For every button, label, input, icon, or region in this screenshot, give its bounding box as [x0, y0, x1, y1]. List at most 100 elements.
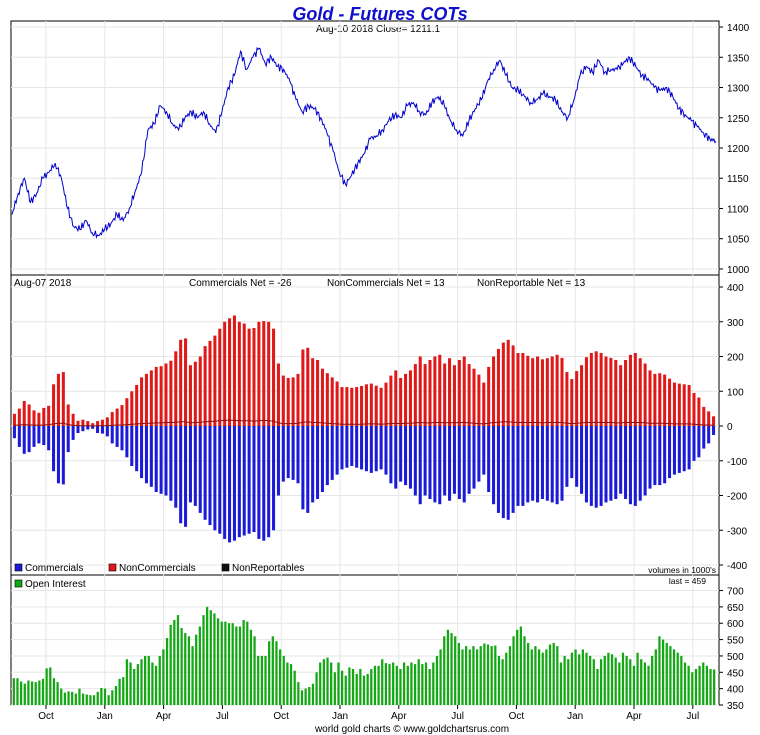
- commercials-bar: [135, 426, 139, 472]
- legend-open-interest-label: Open Interest: [25, 579, 86, 590]
- open-interest-bar: [548, 644, 552, 705]
- noncommercials-bar: [531, 358, 535, 426]
- open-interest-bar: [209, 610, 212, 705]
- open-interest-bar: [253, 636, 256, 705]
- noncommercials-bar: [267, 321, 271, 427]
- commercials-bar: [599, 426, 603, 506]
- noncommercials-bar: [223, 321, 227, 427]
- open-interest-bar: [578, 654, 581, 705]
- price-y-tick-label: 1300: [727, 84, 750, 95]
- commercials-bar: [428, 426, 432, 499]
- commercials-bar: [350, 426, 354, 466]
- cot-y-tick-label: -400: [727, 561, 747, 572]
- noncommercials-bar: [560, 357, 564, 426]
- cot-y-tick-label: -100: [727, 457, 747, 468]
- noncommercials-bar: [712, 416, 716, 426]
- commercials-bar: [624, 426, 628, 499]
- commercials-bar: [550, 426, 554, 503]
- open-interest-bar: [12, 678, 15, 705]
- price-y-tick-label: 1150: [727, 174, 749, 185]
- open-interest-bar: [574, 649, 577, 705]
- open-interest-bar: [465, 646, 468, 705]
- noncommercials-bar: [506, 339, 510, 426]
- noncommercials-bar: [511, 345, 515, 426]
- open-interest-bar: [421, 664, 424, 705]
- open-interest-bar: [348, 667, 351, 705]
- open-interest-bar: [333, 672, 336, 705]
- price-y-tick-label: 1350: [727, 53, 750, 64]
- noncommercials-bar: [61, 372, 65, 426]
- commercials-bar: [325, 426, 329, 486]
- commercials-bar: [614, 426, 618, 499]
- open-interest-bar: [74, 693, 77, 705]
- open-interest-bar: [144, 655, 147, 705]
- noncommercials-bar: [27, 404, 31, 426]
- open-interest-bar: [632, 665, 636, 705]
- commercials-bar: [320, 426, 324, 492]
- commercials-bar: [17, 426, 21, 447]
- noncommercials-bar: [604, 356, 608, 426]
- commercials-bar: [389, 426, 393, 484]
- commercials-bar: [12, 426, 16, 439]
- commercials-bar: [379, 426, 383, 470]
- open-interest-bar: [125, 659, 129, 705]
- open-interest-bar: [191, 646, 194, 705]
- open-interest-bar: [614, 657, 617, 705]
- open-interest-bar: [468, 649, 471, 705]
- open-interest-bar: [52, 678, 56, 705]
- open-interest-bar: [592, 659, 595, 705]
- open-interest-bar: [625, 655, 628, 705]
- open-interest-bar: [479, 646, 482, 705]
- open-interest-bar: [570, 652, 574, 705]
- noncommercials-bar: [276, 363, 280, 426]
- open-interest-bar: [691, 672, 694, 705]
- open-interest-bar: [497, 655, 501, 705]
- open-interest-bar: [308, 687, 311, 705]
- open-interest-bar: [472, 646, 475, 705]
- commercials-bar: [487, 426, 491, 492]
- open-interest-bar: [289, 664, 293, 705]
- commercials-bar: [159, 426, 163, 494]
- open-interest-bar: [206, 606, 209, 705]
- open-interest-bar: [27, 680, 30, 705]
- open-interest-bar: [417, 659, 420, 705]
- noncommercials-bar: [125, 398, 129, 426]
- gridlines: [11, 21, 719, 706]
- open-interest-bar: [512, 636, 515, 705]
- open-interest-bar: [508, 646, 512, 705]
- open-interest-bar: [439, 649, 442, 705]
- commercials-bar: [589, 426, 593, 506]
- open-interest-bar: [523, 636, 526, 705]
- open-interest-bar: [599, 659, 603, 705]
- cot-y-tick-label: -200: [727, 492, 747, 503]
- commercials-bar: [496, 426, 500, 513]
- commercials-bar: [301, 426, 305, 510]
- commercials-bar: [91, 426, 95, 429]
- noncommercials-bar: [404, 373, 408, 426]
- noncommercials-bar: [638, 358, 642, 426]
- commercials-bar: [672, 426, 676, 475]
- open-interest-bar: [581, 649, 584, 705]
- noncommercials-bar: [257, 321, 261, 427]
- commercials-bar: [306, 426, 310, 513]
- open-interest-bar: [275, 641, 278, 705]
- open-interest-bar: [297, 682, 300, 705]
- commercials-bar: [712, 426, 716, 435]
- open-interest-bar: [505, 652, 508, 705]
- open-interest-bar: [246, 621, 249, 705]
- noncommercials-bar: [100, 419, 104, 426]
- commercials-bar: [335, 426, 339, 475]
- noncommercials-bar: [360, 386, 364, 426]
- noncommercials-bar: [580, 365, 584, 426]
- noncommercials-bar: [105, 417, 109, 426]
- commercials-bar: [682, 426, 686, 472]
- noncommercials-bar: [47, 405, 51, 426]
- open-interest-bar: [687, 665, 690, 705]
- noncommercials-bar: [692, 393, 696, 426]
- open-interest-bar: [85, 694, 88, 705]
- open-interest-bar: [435, 655, 439, 705]
- open-interest-bar: [661, 639, 665, 705]
- commercials-bar: [296, 426, 300, 484]
- noncommercials-bar: [477, 374, 481, 426]
- noncommercials-bar: [526, 355, 530, 426]
